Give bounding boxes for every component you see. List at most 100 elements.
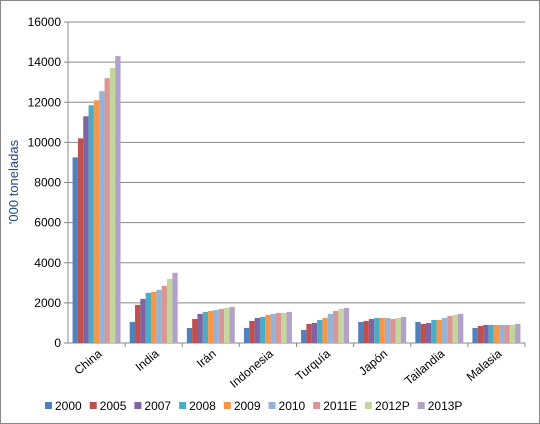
bar: [213, 309, 219, 343]
bar: [436, 319, 442, 343]
y-axis-label: '000 toneladas: [6, 139, 21, 224]
bar: [441, 317, 448, 343]
bar: [151, 291, 157, 343]
bar: [115, 56, 121, 343]
bar: [493, 324, 500, 343]
legend-label: 2007: [144, 399, 171, 413]
legend-swatch: [134, 402, 142, 409]
bar: [306, 323, 312, 343]
bar: [167, 278, 173, 343]
bar: [281, 312, 287, 343]
bar: [363, 320, 369, 343]
bar: [93, 100, 100, 344]
bar: [447, 315, 453, 343]
bar: [374, 317, 380, 343]
bar: [515, 323, 521, 343]
bar: [254, 317, 260, 343]
legend-swatch: [313, 402, 321, 409]
legend-label: 2013P: [428, 399, 463, 413]
bar: [249, 320, 255, 343]
bar: [384, 317, 391, 343]
y-tick-label: 2000: [34, 296, 61, 310]
bar: [431, 319, 437, 343]
bar: [286, 311, 292, 343]
y-tick-label: 14000: [28, 55, 62, 69]
bar: [358, 321, 364, 343]
bar: [208, 310, 214, 343]
bar: [400, 316, 407, 343]
bar: [338, 308, 344, 343]
bar: [224, 307, 230, 343]
bar: [395, 317, 401, 343]
bar: [197, 313, 203, 343]
bar: [72, 157, 78, 343]
bar: [259, 316, 266, 343]
legend-label: 2010: [279, 399, 306, 413]
bar: [425, 322, 432, 343]
bar: [172, 272, 178, 343]
bar: [333, 310, 339, 343]
bar: [322, 317, 328, 343]
bar: [477, 325, 484, 343]
bar: [140, 298, 146, 343]
bar: [390, 318, 396, 343]
bar: [275, 312, 282, 343]
y-tick-label: 12000: [28, 95, 62, 109]
bar: [472, 327, 478, 343]
legend-label: 2000: [55, 399, 82, 413]
bar: [488, 324, 494, 343]
legend-swatch: [223, 402, 231, 409]
y-tick-label: 4000: [34, 256, 61, 270]
bar: [135, 304, 141, 343]
bar: [457, 313, 464, 343]
bar: [311, 322, 318, 343]
bar: [192, 318, 198, 343]
bar: [379, 317, 385, 343]
y-tick-label: 8000: [34, 176, 61, 190]
legend-label: 2011E: [323, 399, 357, 413]
bar: [504, 324, 510, 343]
y-tick-label: 16000: [28, 15, 62, 29]
legend-label: 2009: [234, 399, 261, 413]
legend-swatch: [45, 402, 52, 409]
bar: [109, 68, 116, 344]
bar: [509, 324, 516, 343]
legend-swatch: [417, 402, 425, 409]
bar: [452, 314, 458, 343]
bar: [327, 313, 334, 343]
y-tick-label: 0: [54, 336, 61, 350]
bar: [156, 289, 162, 343]
bar: [186, 327, 193, 343]
bar: [83, 116, 89, 343]
bar: [202, 311, 209, 343]
legend-label: 2012P: [375, 399, 410, 413]
bar: [265, 314, 271, 343]
bar: [270, 313, 276, 343]
bar: [77, 138, 84, 343]
y-tick-label: 10000: [28, 135, 62, 149]
bar: [104, 78, 110, 344]
bar: [483, 324, 489, 343]
bar: [218, 308, 225, 343]
legend-swatch: [89, 402, 97, 409]
legend-label: 2008: [189, 399, 216, 413]
bar: [301, 329, 307, 343]
bar: [343, 307, 350, 343]
bar: [229, 306, 235, 343]
legend-swatch: [179, 402, 187, 409]
bar: [145, 292, 152, 343]
bar: [88, 105, 94, 344]
bar: [420, 323, 426, 343]
bar: [161, 285, 168, 343]
bar: [99, 91, 105, 343]
bar: [368, 318, 375, 343]
y-tick-label: 6000: [34, 216, 61, 230]
bar: [129, 321, 136, 343]
bar: [243, 327, 250, 343]
legend-swatch: [268, 402, 276, 409]
bar: [499, 324, 505, 343]
bar: [317, 319, 323, 343]
bar: [415, 321, 421, 343]
